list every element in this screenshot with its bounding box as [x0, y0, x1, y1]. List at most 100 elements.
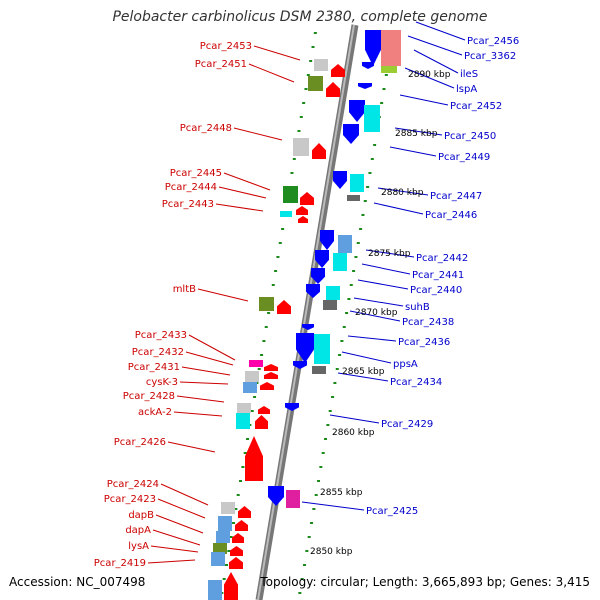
- gene-label[interactable]: Pcar_2456: [467, 36, 519, 47]
- gene-label[interactable]: mltB: [173, 284, 196, 295]
- gene-arrow-forward: [298, 216, 308, 223]
- scale-tick: 2870 kbp: [355, 308, 398, 318]
- label-connector: [248, 63, 295, 83]
- gene-label[interactable]: Pcar_2426: [114, 437, 166, 448]
- strand-dot: [354, 256, 358, 258]
- genome-summary-text: Topology: circular; Length: 3,665,893 bp…: [260, 575, 590, 589]
- scale-tick: 2880 kbp: [381, 188, 424, 198]
- gene-box: [333, 253, 347, 271]
- gene-arrow-forward: [260, 382, 274, 390]
- gene-arrow-forward: [255, 415, 268, 429]
- gene-label[interactable]: Pcar_2436: [398, 337, 450, 348]
- gene-label[interactable]: Pcar_2432: [132, 347, 184, 358]
- gene-label[interactable]: ileS: [460, 69, 478, 80]
- reverse-gene-labels: Pcar_2456 Pcar_3362 ileS lspA Pcar_2452 …: [366, 36, 519, 517]
- gene-label[interactable]: Pcar_2442: [416, 253, 468, 264]
- gene-label[interactable]: ppsA: [393, 359, 418, 370]
- gene-label[interactable]: Pcar_2447: [430, 191, 482, 202]
- label-connector: [407, 35, 463, 56]
- gene-label[interactable]: Pcar_2428: [123, 391, 175, 402]
- strand-dot: [222, 578, 226, 580]
- gene-label[interactable]: lspA: [456, 84, 477, 95]
- strand-dot: [297, 130, 301, 132]
- label-connector: [389, 146, 437, 157]
- strand-dot: [319, 466, 323, 468]
- gene-label[interactable]: Pcar_2453: [200, 41, 252, 52]
- gene-label[interactable]: ackA-2: [138, 407, 172, 418]
- strand-dot: [321, 452, 325, 454]
- gene-box: [211, 552, 225, 566]
- gene-label[interactable]: Pcar_2440: [410, 285, 462, 296]
- gene-arrow-forward: [238, 506, 251, 518]
- label-connector: [155, 514, 204, 534]
- gene-label[interactable]: suhB: [405, 302, 430, 313]
- gene-label[interactable]: Pcar_2424: [107, 479, 159, 490]
- strand-dot: [335, 368, 339, 370]
- strand-dot: [366, 186, 370, 188]
- label-connector: [404, 67, 455, 89]
- gene-label[interactable]: Pcar_2423: [104, 494, 156, 505]
- gene-label[interactable]: Pcar_2449: [438, 152, 490, 163]
- gene-label[interactable]: Pcar_2434: [390, 377, 442, 388]
- label-connector: [188, 334, 236, 361]
- gene-label[interactable]: Pcar_2446: [425, 210, 477, 221]
- gene-box: [218, 516, 232, 531]
- label-connector: [357, 279, 409, 290]
- strand-dot: [314, 494, 318, 496]
- gene-label[interactable]: Pcar_2433: [135, 330, 187, 341]
- gene-label[interactable]: Pcar_2444: [165, 182, 217, 193]
- gene-box: [237, 403, 251, 413]
- strand-dot: [264, 326, 268, 328]
- label-connector: [253, 45, 301, 61]
- gene-label[interactable]: Pcar_2445: [170, 168, 222, 179]
- strand-dot: [225, 564, 229, 566]
- gene-box: [208, 580, 222, 600]
- gene-label[interactable]: dapB: [128, 510, 154, 521]
- gene-arrow-forward: [245, 436, 263, 481]
- strand-dot: [267, 312, 271, 314]
- gene-label[interactable]: Pcar_2425: [366, 506, 418, 517]
- gene-arrow-forward: [232, 533, 244, 543]
- strand-dot: [340, 340, 344, 342]
- gene-label[interactable]: Pcar_2431: [128, 362, 180, 373]
- gene-arrow-reverse: [285, 403, 299, 411]
- strand-dot: [317, 480, 321, 482]
- label-connector: [415, 21, 466, 41]
- gene-box: [245, 371, 259, 382]
- label-connector: [150, 545, 199, 553]
- strand-dot: [333, 382, 337, 384]
- gene-box: [213, 543, 227, 554]
- label-connector: [181, 366, 231, 376]
- gene-label[interactable]: Pcar_2451: [195, 59, 247, 70]
- gene-label[interactable]: cysK-3: [146, 377, 178, 388]
- gene-label[interactable]: Pcar_2450: [444, 131, 496, 142]
- gene-label[interactable]: Pcar_2438: [402, 317, 454, 328]
- gene-label[interactable]: Pcar_3362: [464, 51, 516, 62]
- gene-arrow-forward: [230, 546, 243, 556]
- gene-label[interactable]: Pcar_2441: [412, 270, 464, 281]
- gene-label[interactable]: dapA: [125, 525, 151, 536]
- strand-dot: [246, 438, 250, 440]
- strand-dot: [227, 550, 231, 552]
- label-connector: [233, 127, 283, 141]
- strand-dot: [324, 438, 328, 440]
- gene-label[interactable]: Pcar_2452: [450, 101, 502, 112]
- gene-label[interactable]: Pcar_2443: [162, 199, 214, 210]
- strand-dot: [299, 116, 303, 118]
- strand-dot: [382, 88, 386, 90]
- gene-label[interactable]: lysA: [128, 541, 149, 552]
- gene-label[interactable]: Pcar_2429: [381, 419, 433, 430]
- gene-box: [323, 300, 337, 310]
- gene-label[interactable]: Pcar_2448: [180, 123, 232, 134]
- scale-tick: 2850 kbp: [310, 547, 353, 557]
- strand-dot: [276, 256, 280, 258]
- scale-tick: 2875 kbp: [368, 249, 411, 259]
- strand-dot: [356, 242, 360, 244]
- genome-backbone-highlight: [257, 24, 355, 600]
- scale-tick: 2885 kbp: [395, 129, 438, 139]
- strand-dot-tracks: [220, 32, 395, 594]
- gene-label[interactable]: Pcar_2419: [94, 558, 146, 569]
- gene-box: [326, 286, 340, 300]
- label-connector: [301, 501, 365, 511]
